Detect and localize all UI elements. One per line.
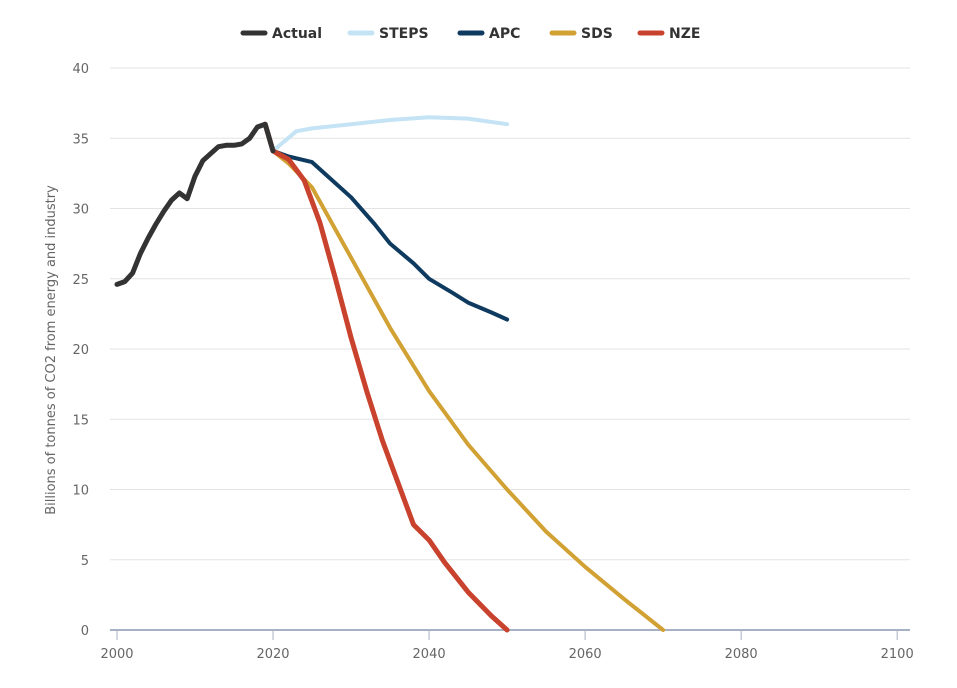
x-tick-label: 2000 <box>100 647 133 662</box>
x-tick-label: 2100 <box>881 647 914 662</box>
legend-item-nze[interactable]: NZE <box>637 26 700 42</box>
series-line-actual[interactable] <box>114 121 276 287</box>
y-tick-label: 20 <box>72 343 89 358</box>
legend-item-sds[interactable]: SDS <box>549 26 613 42</box>
y-axis-title: Billions of tonnes of CO2 from energy an… <box>44 185 59 515</box>
y-tick-label: 35 <box>72 132 89 147</box>
y-tick-label: 15 <box>72 413 89 428</box>
series-layer <box>114 115 666 633</box>
series-line-sds[interactable] <box>271 148 666 632</box>
legend-label: STEPS <box>379 26 429 42</box>
y-tick-label: 0 <box>81 624 89 639</box>
series-line-apc[interactable] <box>271 148 510 322</box>
series-line-nze[interactable] <box>262 121 510 633</box>
series-line-steps[interactable] <box>271 115 510 153</box>
y-tick-label: 10 <box>72 484 89 499</box>
y-tick-label: 5 <box>81 554 89 569</box>
gridlines <box>110 67 910 561</box>
x-tick-label: 2080 <box>725 647 758 662</box>
legend: Actual STEPS APC SDS NZE <box>240 26 700 42</box>
legend-label: NZE <box>669 26 700 42</box>
legend-item-actual[interactable]: Actual <box>240 26 322 42</box>
x-axis-ticks: 2000 2020 2040 2060 2080 2100 <box>100 630 914 662</box>
legend-label: SDS <box>581 26 613 42</box>
legend-item-steps[interactable]: STEPS <box>347 26 429 42</box>
x-tick-label: 2060 <box>569 647 602 662</box>
x-tick-label: 2040 <box>413 647 446 662</box>
y-tick-label: 40 <box>72 62 89 77</box>
legend-label: APC <box>489 26 520 42</box>
x-tick-label: 2020 <box>256 647 289 662</box>
y-tick-label: 30 <box>72 203 89 218</box>
y-tick-label: 25 <box>72 273 89 288</box>
y-axis-ticks: 0 5 10 15 20 25 30 35 40 <box>72 62 89 639</box>
legend-item-apc[interactable]: APC <box>457 26 520 42</box>
legend-label: Actual <box>272 26 322 42</box>
